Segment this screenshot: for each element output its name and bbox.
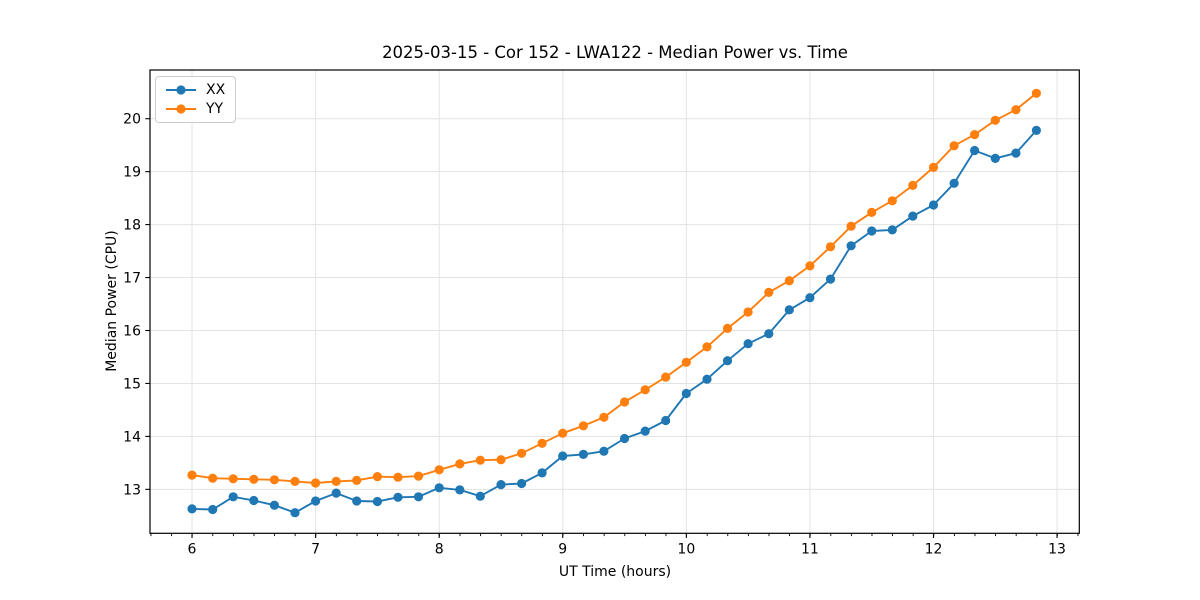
- axes-spines: [149, 69, 1080, 534]
- svg-text:16: 16: [123, 324, 141, 340]
- legend-label-xx: XX: [206, 82, 226, 98]
- legend-swatch-yy-icon: [166, 104, 196, 114]
- svg-text:14: 14: [123, 429, 141, 445]
- svg-text:13: 13: [1048, 541, 1066, 557]
- svg-text:9: 9: [558, 541, 567, 557]
- chart-title: 2025-03-15 - Cor 152 - LWA122 - Median P…: [382, 43, 848, 62]
- svg-text:8: 8: [435, 541, 444, 557]
- svg-text:17: 17: [123, 271, 141, 287]
- svg-text:20: 20: [123, 112, 141, 128]
- legend-item-xx: XX: [164, 82, 225, 98]
- svg-text:19: 19: [123, 165, 141, 181]
- x-ticks: 6 7 8 9 10 11 12 13: [188, 533, 1066, 557]
- legend-swatch-xx-icon: [166, 85, 196, 95]
- svg-text:15: 15: [123, 376, 141, 392]
- x-axis-label: UT Time (hours): [558, 564, 672, 580]
- legend: XX YY: [155, 76, 237, 123]
- svg-text:13: 13: [123, 482, 141, 498]
- grid: [150, 70, 1080, 534]
- svg-text:12: 12: [925, 541, 943, 557]
- series-yy: [187, 88, 1041, 488]
- svg-text:7: 7: [311, 541, 320, 557]
- svg-text:10: 10: [677, 541, 695, 557]
- svg-text:11: 11: [801, 541, 819, 557]
- svg-text:18: 18: [123, 218, 141, 234]
- legend-label-yy: YY: [206, 101, 224, 117]
- svg-text:6: 6: [188, 541, 197, 557]
- legend-item-yy: YY: [164, 101, 225, 117]
- y-axis-label: Median Power (CPU): [104, 230, 120, 372]
- y-ticks: 13 14 15 16 17 18 19 20: [123, 112, 150, 498]
- series-xx: [187, 125, 1041, 518]
